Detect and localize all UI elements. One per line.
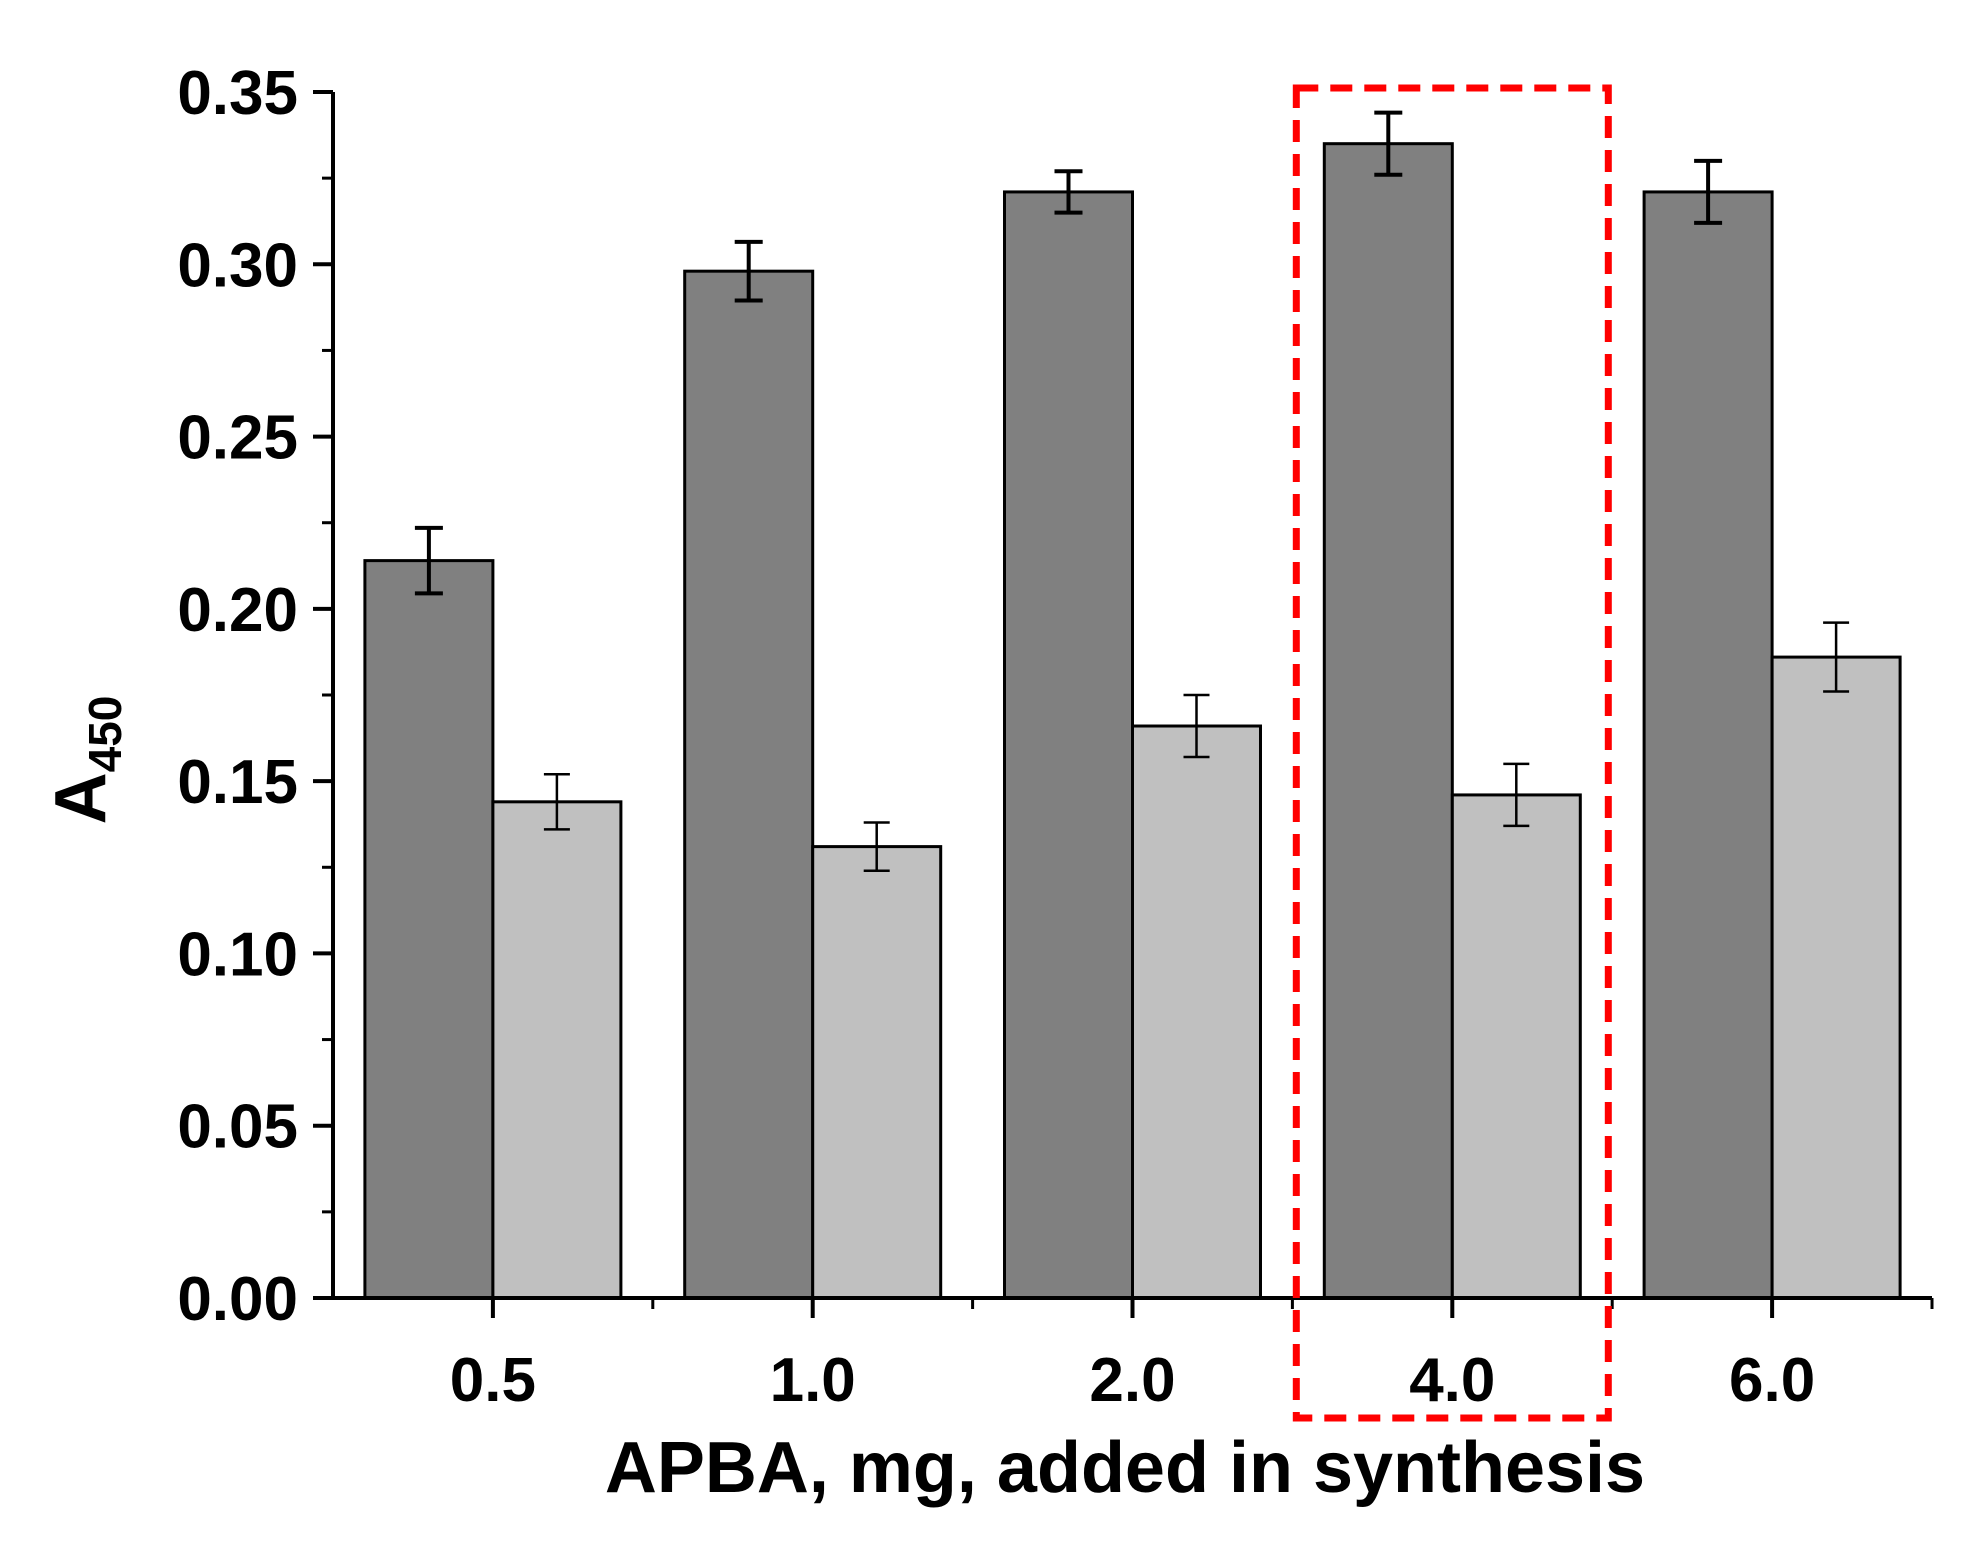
bar-series-dark-1.0 (683, 269, 815, 1300)
tick-labels-layer: 0.00 0.05 0.10 0.15 0.20 0.25 0.30 0.35 0.5 1.0 2.… (177, 59, 1815, 1415)
bar-series-dark-4.0 (1322, 142, 1454, 1300)
bar-series-light-0.5 (491, 800, 623, 1300)
y-tick-label-0.30: 0.30 (177, 231, 298, 300)
bar-series-light-1.0 (811, 845, 943, 1300)
bar-series-dark-0.5 (363, 559, 495, 1300)
x-tick-label-0.5: 0.5 (450, 1346, 536, 1415)
y-tick-label-0.00: 0.00 (177, 1265, 298, 1334)
x-tick-label-1.0: 1.0 (770, 1346, 856, 1415)
y-tick-label-0.20: 0.20 (177, 576, 298, 645)
highlight-box-4.0 (1292, 84, 1612, 1422)
axes-layer (313, 90, 1934, 1318)
y-tick-label-0.25: 0.25 (177, 404, 298, 473)
y-tick-label-0.35: 0.35 (177, 59, 298, 128)
svg-text:A450: A450 (41, 696, 131, 825)
x-tick-label-6.0: 6.0 (1729, 1346, 1815, 1415)
y-tick-label-0.15: 0.15 (177, 748, 298, 817)
y-tick-label-0.05: 0.05 (177, 1093, 298, 1162)
y-tick-label-0.10: 0.10 (177, 920, 298, 989)
x-tick-label-2.0: 2.0 (1089, 1346, 1175, 1415)
error-bars-layer (414, 110, 1850, 872)
y-axis-title: A450 (41, 696, 131, 825)
x-axis-title: APBA, mg, added in synthesis (605, 1428, 1645, 1508)
bar-series-light-2.0 (1131, 724, 1262, 1300)
bar-series-dark-2.0 (1003, 190, 1134, 1300)
bars-layer (363, 142, 1902, 1300)
x-tick-label-4.0: 4.0 (1409, 1346, 1495, 1415)
y-axis-title-main: A (41, 772, 121, 824)
highlight-layer (1292, 84, 1612, 1422)
bar-series-light-4.0 (1450, 793, 1582, 1300)
bar-series-light-6.0 (1770, 655, 1902, 1300)
y-axis-title-subscript: 450 (79, 696, 131, 773)
bar-series-dark-6.0 (1642, 190, 1774, 1300)
